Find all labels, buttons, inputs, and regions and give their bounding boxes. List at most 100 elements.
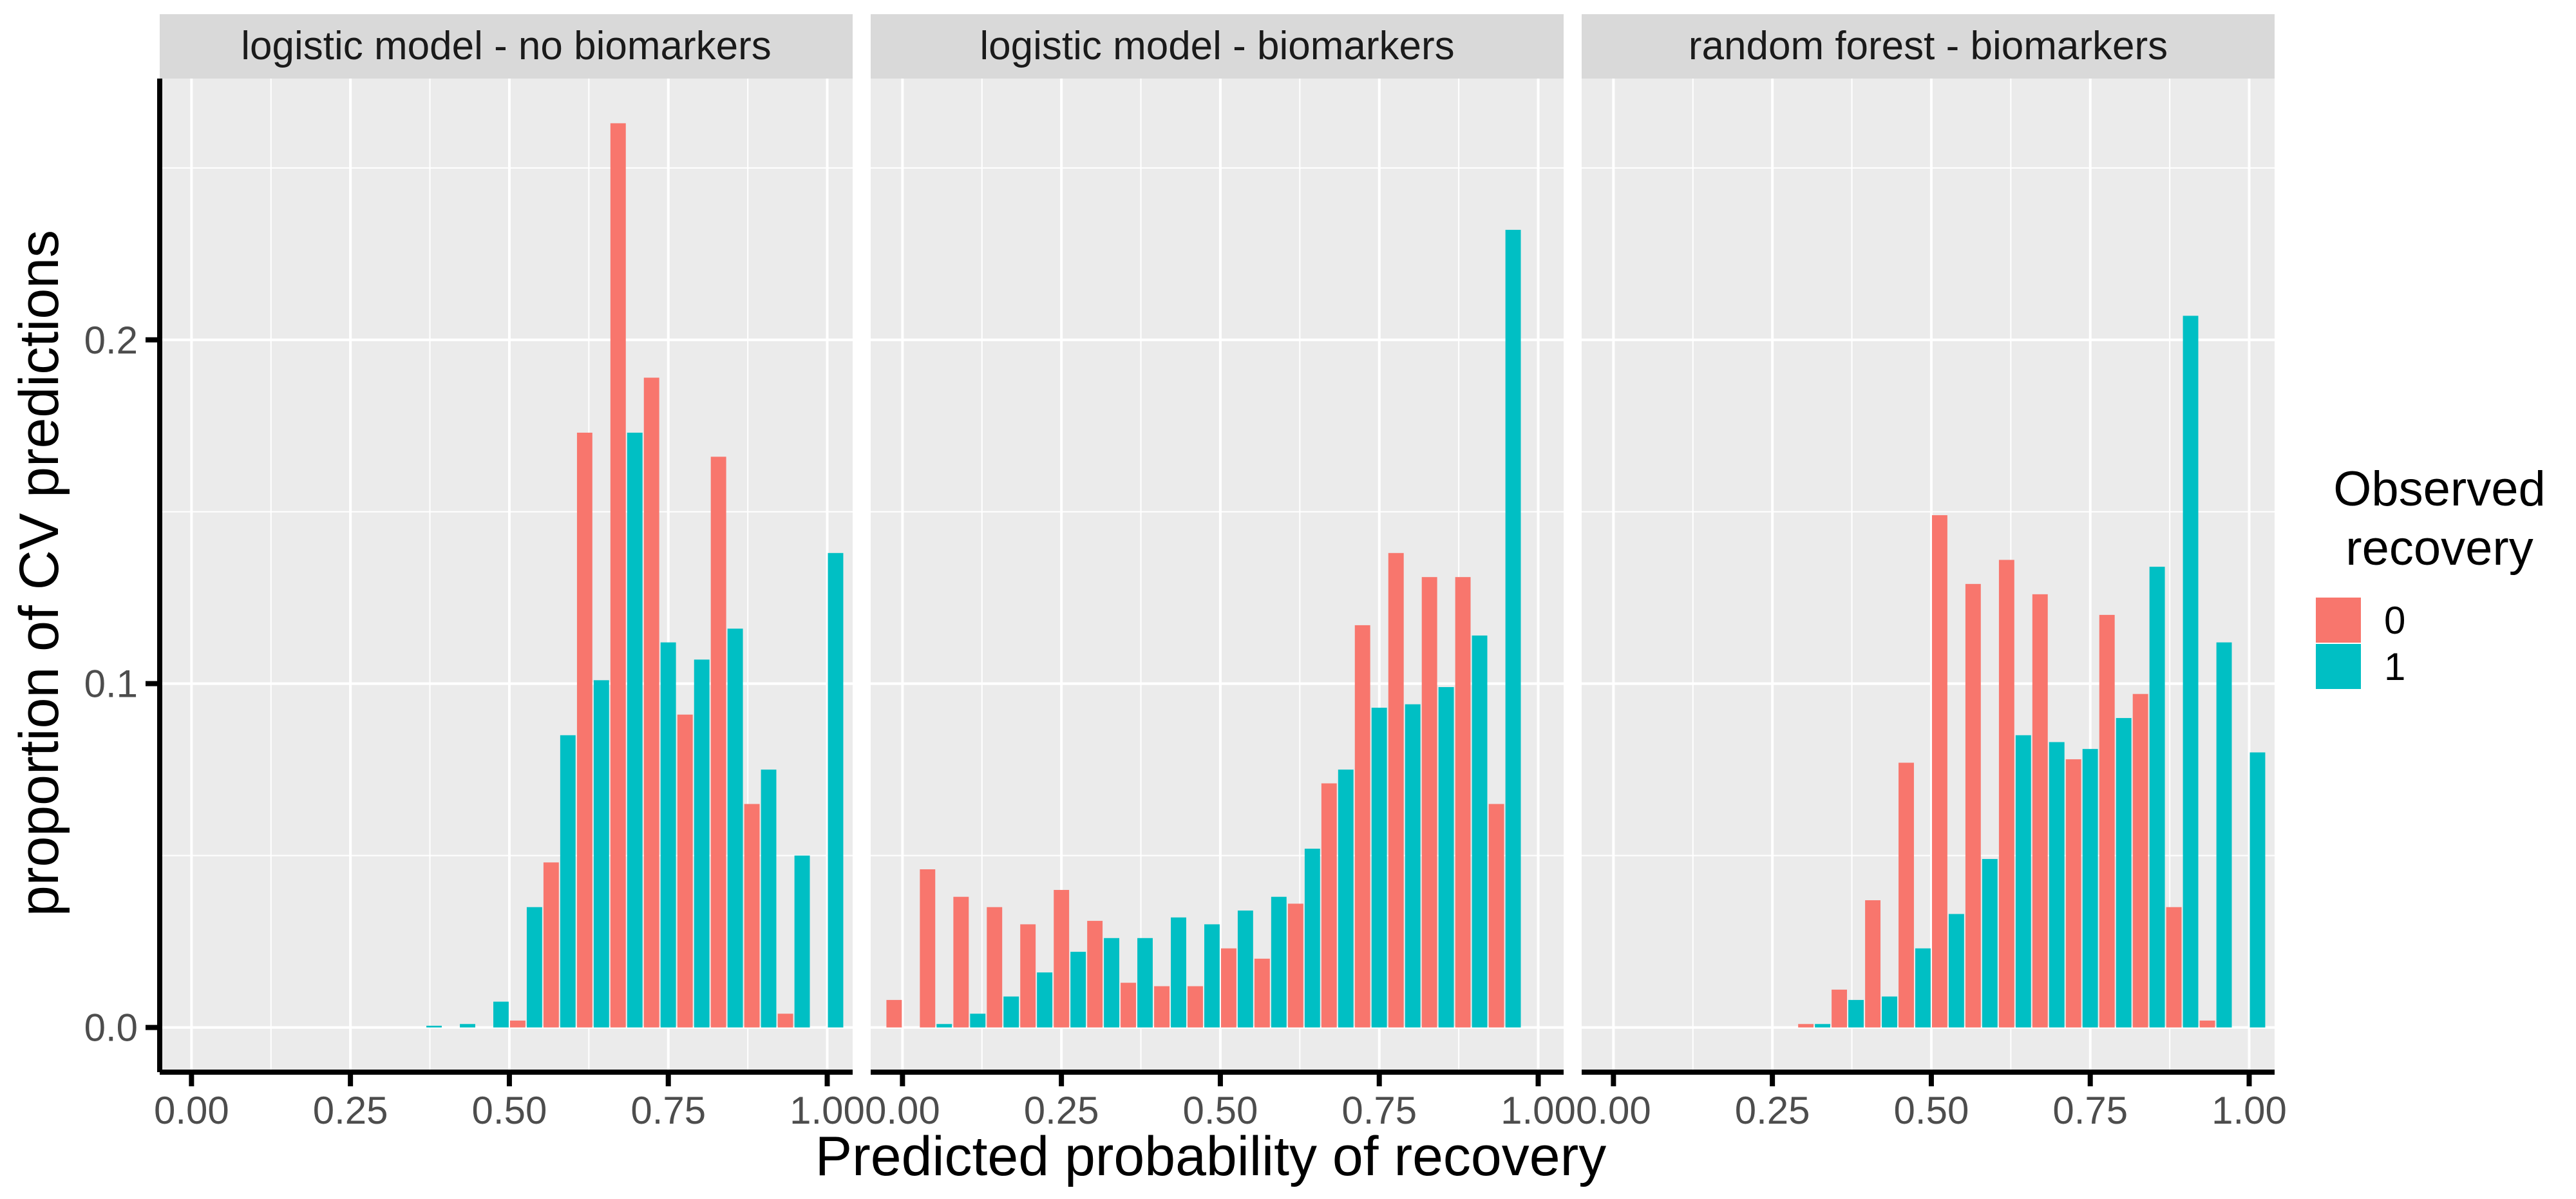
bar-observed-1	[1438, 687, 1454, 1028]
facet-strip-label: random forest - biomarkers	[1689, 24, 2168, 68]
bar-observed-1	[526, 907, 542, 1028]
bar-observed-0	[744, 804, 760, 1028]
bar-observed-0	[2199, 1020, 2215, 1028]
bar-observed-0	[1998, 560, 2014, 1028]
bar-observed-1	[761, 769, 777, 1028]
bar-observed-0	[610, 123, 626, 1028]
bar-observed-1	[1815, 1024, 1831, 1028]
bar-observed-1	[936, 1024, 952, 1028]
bar-observed-0	[1254, 958, 1270, 1028]
bar-observed-1	[1948, 914, 1964, 1028]
bar-observed-1	[1338, 769, 1354, 1028]
bar-observed-1	[1237, 911, 1253, 1028]
bar-observed-0	[1020, 924, 1036, 1028]
bar-observed-1	[1982, 858, 1998, 1028]
bar-observed-0	[1899, 762, 1914, 1028]
x-tick-label: 0.50	[1894, 1089, 1969, 1132]
bar-observed-0	[1388, 552, 1404, 1028]
bar-observed-0	[2132, 694, 2148, 1028]
bar-observed-1	[1104, 938, 1120, 1028]
bar-observed-1	[460, 1024, 475, 1028]
legend-label: 1	[2384, 645, 2405, 688]
facet-strip	[871, 14, 1564, 79]
x-tick-label: 0.50	[472, 1089, 547, 1132]
y-tick-label: 0.0	[84, 1006, 138, 1050]
bar-observed-0	[1965, 583, 1981, 1028]
bar-observed-0	[1154, 986, 1170, 1028]
axes: 0.00 0.25 0.50 0.75 1.00 0.00 0.25 0.50 0.75 1.00…	[84, 79, 2287, 1132]
bar-observed-0	[953, 896, 969, 1028]
legend-title: Observed recovery	[2333, 462, 2546, 576]
x-tick-label: 1.00	[790, 1089, 865, 1132]
bar-observed-1	[2249, 752, 2266, 1028]
bar-observed-0	[1354, 625, 1370, 1028]
bar-observed-1	[627, 432, 643, 1028]
bar-observed-1	[970, 1014, 986, 1028]
y-tick-label: 0.2	[84, 319, 138, 362]
bar-observed-0	[543, 862, 559, 1028]
legend-key-1	[2316, 644, 2361, 689]
x-tick-label: 0.00	[154, 1089, 229, 1132]
bar-observed-1	[1271, 896, 1287, 1028]
x-tick-label: 0.25	[313, 1089, 388, 1132]
facet-panels: logistic model - no biomarkers logistic m…	[160, 14, 2275, 1072]
bar-observed-1	[1505, 229, 1521, 1028]
bar-observed-1	[694, 659, 710, 1028]
x-tick-label: 0.75	[1341, 1089, 1417, 1132]
bar-observed-1	[2216, 642, 2232, 1028]
bar-observed-0	[643, 377, 659, 1028]
x-tick-label: 0.75	[2052, 1089, 2128, 1132]
bar-observed-1	[426, 1025, 442, 1028]
bar-observed-1	[2049, 742, 2065, 1028]
bar-observed-1	[1915, 948, 1931, 1028]
x-tick-label: 0.00	[865, 1089, 940, 1132]
bar-observed-1	[1171, 917, 1186, 1028]
y-axis-title: proportion of CV predictions	[8, 230, 70, 916]
bar-observed-0	[1421, 577, 1437, 1028]
bar-observed-0	[1798, 1024, 1814, 1028]
x-tick-label: 0.25	[1024, 1089, 1099, 1132]
x-axis-title: Predicted probability of recovery	[815, 1126, 1606, 1187]
facet-strip-label: logistic model - no biomarkers	[241, 24, 772, 68]
bar-observed-1	[1848, 999, 1864, 1028]
facet-strip	[1582, 14, 2275, 79]
bar-observed-0	[509, 1020, 526, 1028]
bar-observed-1	[794, 855, 810, 1028]
y-tick-label: 0.1	[84, 663, 138, 706]
bar-observed-1	[660, 642, 676, 1028]
x-tick-label: 0.00	[1576, 1089, 1651, 1132]
x-tick-label: 1.00	[2211, 1089, 2287, 1132]
bar-observed-1	[1472, 635, 1488, 1028]
x-tick-label: 1.00	[1501, 1089, 1576, 1132]
bar-observed-1	[2015, 735, 2031, 1028]
facet-panel: logistic model - biomarkers	[871, 14, 1564, 1072]
legend-title-line: recovery	[2345, 521, 2533, 576]
facet-strip	[160, 14, 853, 79]
x-tick-label: 0.25	[1735, 1089, 1810, 1132]
bar-observed-0	[1865, 900, 1881, 1028]
facet-strip-label: logistic model - biomarkers	[980, 24, 1454, 68]
bar-observed-0	[1455, 577, 1471, 1028]
bar-observed-1	[828, 552, 844, 1028]
bar-observed-0	[2065, 759, 2081, 1028]
x-tick-label: 0.50	[1183, 1089, 1258, 1132]
bar-observed-0	[2166, 907, 2182, 1028]
bar-observed-0	[1087, 921, 1103, 1028]
bar-observed-0	[2032, 594, 2048, 1028]
bar-observed-0	[677, 714, 693, 1028]
bar-observed-1	[1037, 972, 1053, 1028]
bar-observed-1	[593, 680, 609, 1028]
bar-observed-0	[1321, 783, 1337, 1028]
bar-observed-1	[1070, 952, 1086, 1028]
bar-observed-0	[576, 432, 592, 1028]
bar-observed-1	[2082, 749, 2098, 1028]
bar-observed-1	[727, 628, 743, 1028]
bar-observed-0	[1220, 948, 1236, 1028]
bar-observed-0	[1188, 986, 1203, 1028]
bar-observed-1	[1304, 848, 1320, 1028]
bar-observed-1	[1204, 924, 1220, 1028]
bar-observed-1	[1882, 996, 1897, 1028]
bar-observed-1	[2116, 718, 2132, 1028]
legend: Observed recovery 01	[2316, 462, 2546, 689]
